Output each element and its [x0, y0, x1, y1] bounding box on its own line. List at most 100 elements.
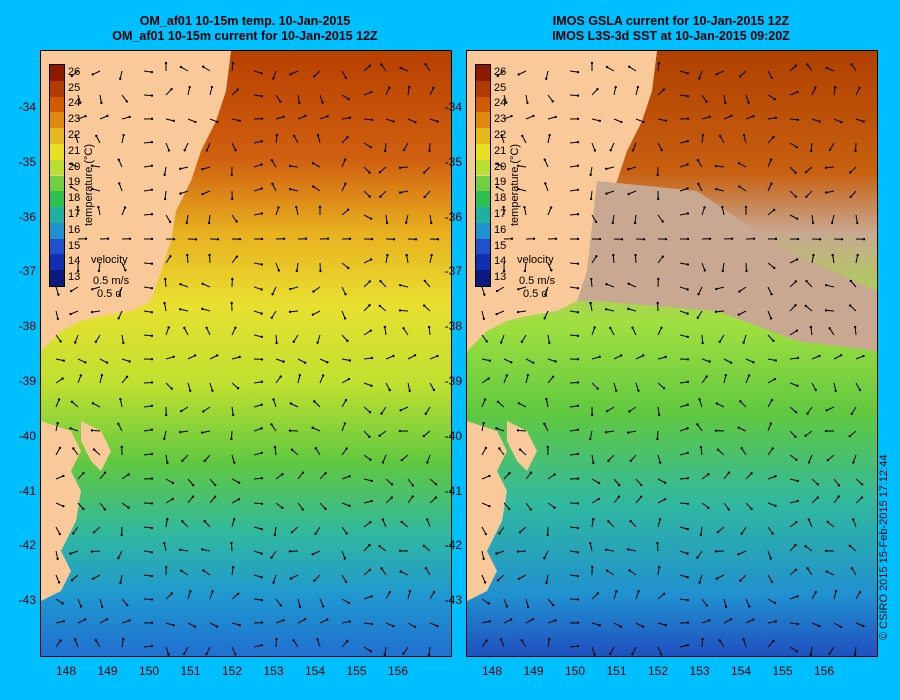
- velocity-arrow: [715, 165, 725, 168]
- velocity-arrow: [833, 354, 842, 360]
- velocity-arrow-head: [313, 579, 316, 582]
- velocity-arrow: [297, 115, 306, 120]
- colorbar-segment: [50, 96, 64, 113]
- y-tick-label: -41: [444, 483, 462, 498]
- velocity-arrow: [143, 381, 153, 384]
- velocity-arrow-head: [520, 639, 523, 642]
- velocity-arrow-head: [273, 445, 277, 449]
- velocity-arrow: [209, 622, 218, 628]
- velocity-arrow-head: [598, 624, 601, 627]
- velocity-arrow: [716, 188, 725, 192]
- velocity-arrow: [363, 65, 371, 72]
- velocity-arrow: [118, 310, 123, 319]
- velocity-arrow: [253, 477, 263, 480]
- velocity-arrow-head: [346, 208, 350, 212]
- velocity-arrow: [165, 478, 174, 484]
- velocity-arrow-head: [90, 310, 94, 314]
- velocity-arrow: [209, 118, 218, 123]
- velocity-arrow: [295, 207, 299, 216]
- velocity-arrow: [481, 286, 485, 295]
- velocity-arrow: [275, 638, 278, 648]
- velocity-arrow: [503, 358, 512, 363]
- velocity-arrow: [253, 286, 262, 290]
- velocity-arrow-head: [436, 354, 439, 358]
- colorbar-label: 21: [68, 144, 81, 157]
- velocity-arrow: [723, 375, 727, 384]
- velocity-arrow: [635, 118, 644, 123]
- velocity-arrow: [429, 87, 434, 96]
- velocity-arrow-head: [273, 533, 277, 537]
- velocity-arrow-head: [128, 619, 131, 622]
- velocity-arrow-head: [260, 576, 263, 579]
- velocity-arrow: [164, 278, 167, 288]
- velocity-arrow-head: [70, 579, 74, 582]
- velocity-arrow-head: [181, 520, 184, 523]
- velocity-arrow-head: [686, 312, 689, 315]
- right-map-panel: 26 25 24 23 22 21 20 19 18 17 16 15 14 13 temperature…: [466, 50, 878, 657]
- velocity-arrow-head: [825, 409, 828, 412]
- ocean-area: [467, 51, 877, 656]
- velocity-arrow-head: [170, 387, 173, 390]
- velocity-arrow: [379, 166, 387, 173]
- velocity-arrow: [701, 502, 709, 509]
- velocity-arrow: [184, 142, 189, 151]
- velocity-arrow-head: [856, 221, 859, 225]
- velocity-arrow-head: [716, 448, 720, 451]
- velocity-arrow: [679, 212, 688, 216]
- velocity-arrow: [121, 474, 129, 480]
- velocity-arrow-head: [304, 114, 307, 118]
- velocity-arrow: [71, 401, 79, 408]
- velocity-arrow-head: [752, 361, 755, 364]
- velocity-arrow-head: [771, 532, 774, 535]
- velocity-arrow-head: [631, 149, 635, 152]
- velocity-arrow-head: [150, 644, 154, 648]
- velocity-arrow-head: [482, 317, 486, 320]
- velocity-arrow-head: [390, 496, 394, 499]
- velocity-arrow: [849, 545, 857, 552]
- velocity-arrow: [547, 619, 556, 624]
- velocity-arrow-head: [814, 388, 817, 392]
- velocity-arrow-head: [824, 166, 828, 169]
- velocity-arrow-head: [122, 637, 125, 641]
- velocity-arrow: [481, 399, 486, 408]
- velocity-arrow: [569, 405, 578, 408]
- velocity-arrow-head: [430, 253, 433, 257]
- colorbar-label: 18: [68, 192, 81, 205]
- velocity-arrow-head: [272, 398, 275, 401]
- velocity-arrow-head: [858, 590, 862, 594]
- velocity-arrow-head: [289, 577, 293, 580]
- velocity-arrow: [379, 430, 387, 437]
- velocity-arrow: [92, 310, 101, 313]
- velocity-arrow-head: [686, 598, 690, 602]
- velocity-arrow: [699, 399, 703, 408]
- velocity-arrow: [697, 183, 703, 192]
- velocity-arrow-head: [605, 167, 608, 171]
- velocity-arrow-head: [370, 479, 373, 483]
- velocity-arrow: [481, 620, 490, 624]
- velocity-arrow: [716, 574, 725, 580]
- velocity-arrow-head: [825, 570, 828, 573]
- velocity-arrow: [635, 382, 639, 391]
- velocity-arrow-head: [576, 452, 580, 456]
- velocity-arrow: [423, 430, 431, 437]
- velocity-arrow: [630, 520, 637, 528]
- velocity-arrow-head: [484, 446, 488, 450]
- velocity-arrow-head: [84, 361, 87, 364]
- velocity-arrow: [75, 135, 79, 144]
- velocity-arrow-head: [237, 498, 241, 501]
- velocity-arrow-head: [150, 262, 154, 265]
- velocity-arrow-head: [436, 624, 439, 628]
- velocity-arrow: [855, 382, 861, 391]
- velocity-arrow: [423, 545, 431, 552]
- velocity-arrow-head: [837, 484, 841, 487]
- velocity-arrow-head: [324, 472, 327, 475]
- velocity-arrow: [91, 550, 101, 553]
- velocity-arrow: [363, 430, 370, 438]
- velocity-arrow-head: [626, 431, 630, 434]
- velocity-arrow-head: [163, 541, 166, 545]
- velocity-arrow: [165, 593, 173, 600]
- velocity-arrow: [517, 550, 527, 553]
- velocity-arrow-head: [272, 581, 275, 584]
- velocity-arrow: [121, 207, 126, 216]
- velocity-arrow: [854, 646, 857, 656]
